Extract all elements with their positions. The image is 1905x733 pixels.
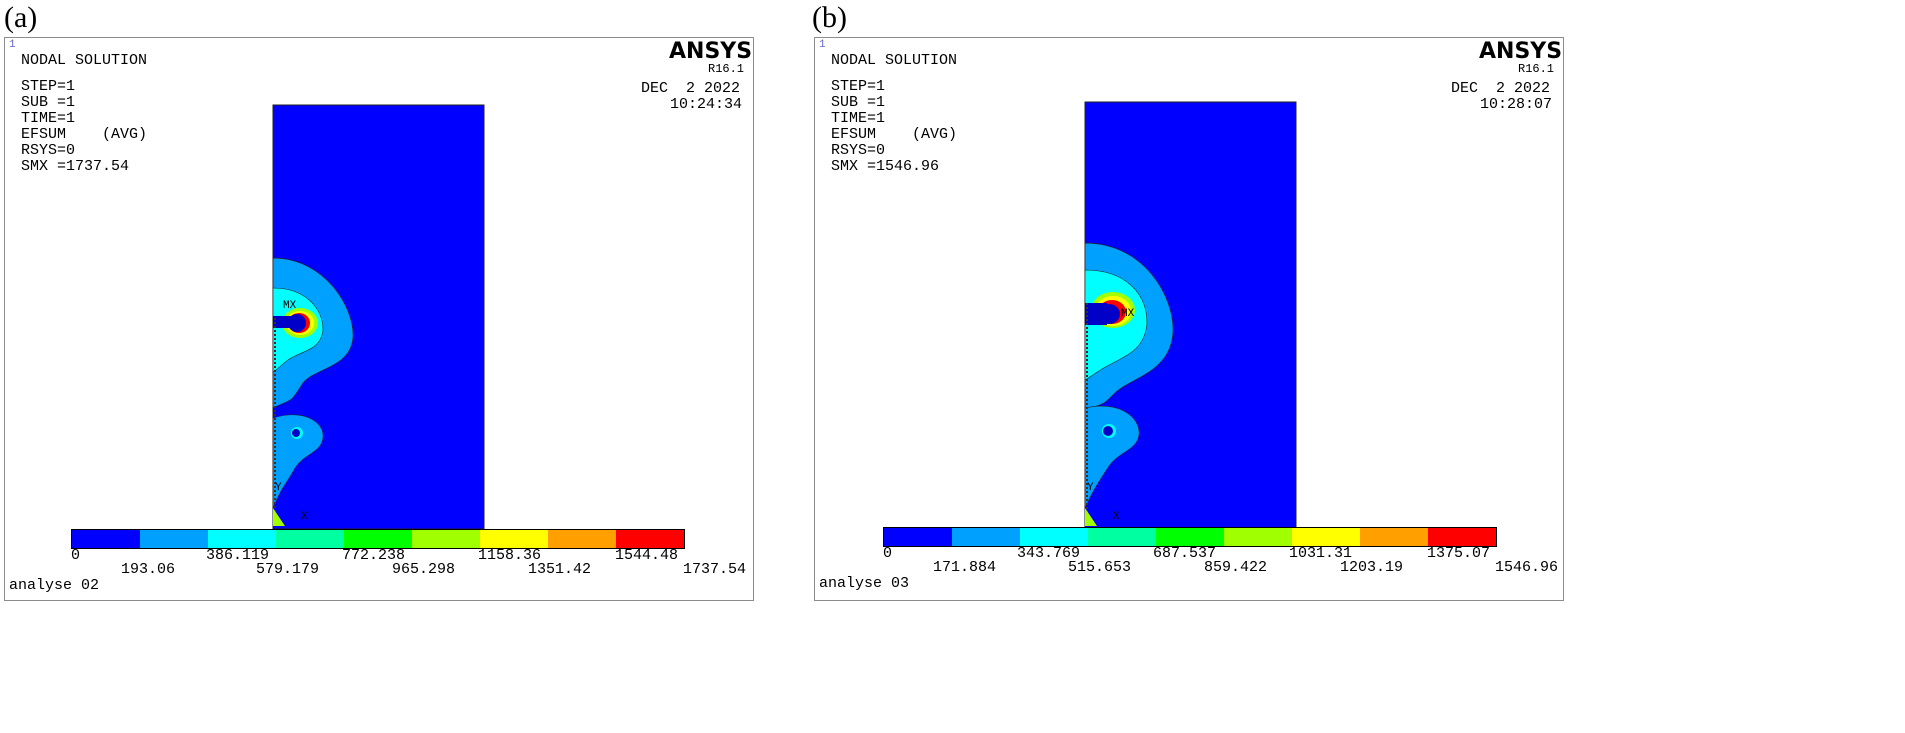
- step-text: STEP=1: [831, 78, 886, 95]
- rsys-text: RSYS=0: [21, 142, 76, 159]
- sub-text: SUB =1: [831, 94, 886, 111]
- legend-tick: 171.884: [933, 559, 997, 576]
- rsys-text: RSYS=0: [831, 142, 886, 159]
- contour-plot: MX Y X: [1084, 101, 1297, 530]
- window-number: 1: [9, 39, 16, 51]
- solution-title: NODAL SOLUTION: [831, 52, 958, 69]
- legend-band-8: [1360, 528, 1428, 546]
- clock-text: 10:28:07: [1480, 96, 1553, 113]
- color-legend: [71, 529, 685, 549]
- legend-tick: 0: [71, 547, 81, 564]
- legend-tick: 1031.31: [1289, 545, 1353, 562]
- panel-b-label: (b): [812, 1, 847, 34]
- legend-band-2: [140, 530, 208, 548]
- mx-label: MX: [283, 300, 297, 312]
- color-legend: [883, 527, 1497, 547]
- lower-hole: [292, 429, 300, 437]
- legend-tick: 1546.96: [1495, 559, 1559, 576]
- panel-a-frame: 1 NODAL SOLUTION STEP=1 SUB =1 TIME=1 EF…: [4, 37, 754, 601]
- legend-band-7: [480, 530, 548, 548]
- legend-band-9: [616, 530, 684, 548]
- legend-band-5: [344, 530, 412, 548]
- mx-label: MX: [1121, 308, 1135, 320]
- tip-wedge: [273, 508, 285, 526]
- crack-face: [1085, 303, 1107, 325]
- clock-text: 10:24:34: [670, 96, 743, 113]
- y-axis-label: Y: [275, 482, 282, 494]
- date-text: DEC 2 2022: [641, 80, 741, 97]
- legend-band-1: [884, 528, 952, 546]
- crack-face: [273, 316, 295, 328]
- lower-contour: [272, 414, 324, 509]
- legend-tick: 0: [883, 545, 893, 562]
- lower-contour: [1084, 405, 1140, 509]
- legend-band-1: [72, 530, 140, 548]
- legend-band-7: [1292, 528, 1360, 546]
- legend-tick: 687.537: [1153, 545, 1217, 562]
- time-text: TIME=1: [831, 110, 886, 127]
- legend-tick: 772.238: [342, 547, 406, 564]
- legend-band-8: [548, 530, 616, 548]
- solution-title: NODAL SOLUTION: [21, 52, 148, 69]
- contour-plot: MX Y X: [272, 104, 485, 530]
- window-number: 1: [819, 39, 826, 51]
- tip-wedge: [1085, 508, 1097, 526]
- legend-band-9: [1428, 528, 1496, 546]
- x-axis-label: X: [301, 511, 308, 523]
- date-text: DEC 2 2022: [1451, 80, 1551, 97]
- legend-band-5: [1156, 528, 1224, 546]
- legend-tick: 579.179: [256, 561, 320, 578]
- efsum-text: EFSUM (AVG): [21, 126, 148, 143]
- legend-tick: 1158.36: [478, 547, 542, 564]
- legend-band-3: [208, 530, 276, 548]
- legend-band-6: [412, 530, 480, 548]
- legend-band-6: [1224, 528, 1292, 546]
- efsum-text: EFSUM (AVG): [831, 126, 958, 143]
- legend-tick: 343.769: [1017, 545, 1081, 562]
- version-text: R16.1: [708, 62, 745, 76]
- analysis-name: analyse 02: [9, 577, 100, 594]
- smx-text: SMX =1737.54: [21, 158, 130, 175]
- panel-a-label: (a): [4, 1, 38, 34]
- legend-band-2: [952, 528, 1020, 546]
- ansys-logo: ANSYS: [669, 39, 753, 64]
- y-axis-label: Y: [1087, 482, 1094, 494]
- legend-band-3: [1020, 528, 1088, 546]
- panel-b-frame: 1 NODAL SOLUTION STEP=1 SUB =1 TIME=1 EF…: [814, 37, 1564, 601]
- smx-text: SMX =1546.96: [831, 158, 940, 175]
- legend-tick: 193.06: [121, 561, 176, 578]
- legend-tick: 859.422: [1204, 559, 1268, 576]
- ansys-logo: ANSYS: [1479, 39, 1563, 64]
- legend-tick: 515.653: [1068, 559, 1132, 576]
- legend-tick: 386.119: [206, 547, 270, 564]
- time-text: TIME=1: [21, 110, 76, 127]
- legend-tick: 965.298: [392, 561, 456, 578]
- legend-tick: 1544.48: [615, 547, 679, 564]
- legend-band-4: [1088, 528, 1156, 546]
- analysis-name: analyse 03: [819, 575, 910, 592]
- legend-tick: 1203.19: [1340, 559, 1404, 576]
- version-text: R16.1: [1518, 62, 1555, 76]
- legend-tick: 1375.07: [1427, 545, 1491, 562]
- x-axis-label: X: [1113, 511, 1120, 523]
- sub-text: SUB =1: [21, 94, 76, 111]
- lower-hole: [1103, 426, 1113, 436]
- step-text: STEP=1: [21, 78, 76, 95]
- legend-tick: 1737.54: [683, 561, 747, 578]
- legend-tick: 1351.42: [528, 561, 592, 578]
- legend-band-4: [276, 530, 344, 548]
